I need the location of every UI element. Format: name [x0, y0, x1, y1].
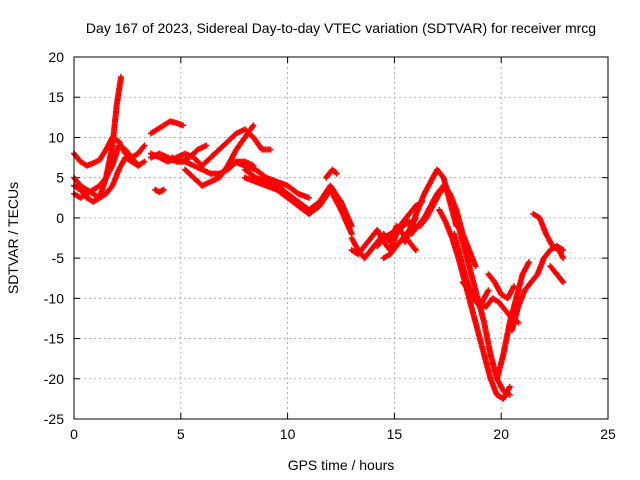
y-tick-label: 15 — [48, 89, 64, 105]
data-point — [511, 283, 518, 290]
data-series — [530, 210, 567, 262]
x-tick-label: 20 — [493, 426, 509, 442]
data-point — [560, 255, 567, 262]
data-point — [203, 142, 210, 149]
data-point — [160, 186, 167, 193]
data-series — [451, 230, 522, 326]
data-point — [117, 74, 124, 81]
data-point — [525, 259, 532, 266]
grid — [74, 57, 608, 419]
y-tick-label: 5 — [56, 170, 64, 186]
data-point — [472, 263, 479, 270]
data-series — [169, 142, 210, 165]
data-series — [182, 122, 257, 189]
data-point — [141, 142, 148, 149]
chart-title: Day 167 of 2023, Sidereal Day-to-day VTE… — [86, 20, 596, 36]
data-point — [305, 194, 312, 201]
data-series — [71, 142, 142, 201]
data-series — [485, 271, 518, 302]
y-tick-label: 20 — [48, 49, 64, 65]
data-series — [493, 259, 532, 382]
y-tick-label: 10 — [48, 129, 64, 145]
data-series — [231, 158, 312, 201]
x-tick-label: 25 — [600, 426, 616, 442]
y-tick-label: 0 — [56, 210, 64, 226]
y-axis-label: SDTVAR / TECUs — [5, 182, 21, 294]
data-series — [374, 198, 426, 250]
x-tick-label: 10 — [280, 426, 296, 442]
data-point — [179, 122, 186, 129]
y-tick-label: -5 — [52, 250, 65, 266]
data-point — [250, 122, 257, 129]
x-tick-label: 5 — [177, 426, 185, 442]
data-point — [135, 162, 142, 169]
data-series — [147, 118, 186, 137]
axis-ticks: 0 5 10 15 20 25 20 15 10 5 0 -5 -10 -15 -20 -25 — [44, 49, 616, 442]
y-tick-label: -10 — [44, 290, 64, 306]
x-tick-label: 15 — [387, 426, 403, 442]
data-series — [241, 174, 355, 237]
data-point — [506, 383, 513, 390]
data-point — [412, 247, 419, 254]
y-tick-label: -20 — [44, 371, 64, 387]
data-point — [141, 158, 148, 165]
data-series — [417, 182, 513, 398]
data-series — [508, 243, 567, 334]
x-axis-label: GPS time / hours — [288, 457, 395, 473]
plot-frame — [73, 56, 609, 420]
data-point — [267, 146, 274, 153]
data-point — [333, 170, 340, 177]
data-series — [459, 279, 492, 306]
data-points — [71, 74, 567, 402]
data-series — [323, 166, 340, 181]
data-point — [485, 287, 492, 294]
data-point — [560, 279, 567, 286]
data-series — [547, 263, 567, 286]
data-series — [152, 186, 167, 196]
x-tick-label: 0 — [70, 426, 78, 442]
y-tick-label: -25 — [44, 411, 64, 427]
y-tick-label: -15 — [44, 331, 64, 347]
